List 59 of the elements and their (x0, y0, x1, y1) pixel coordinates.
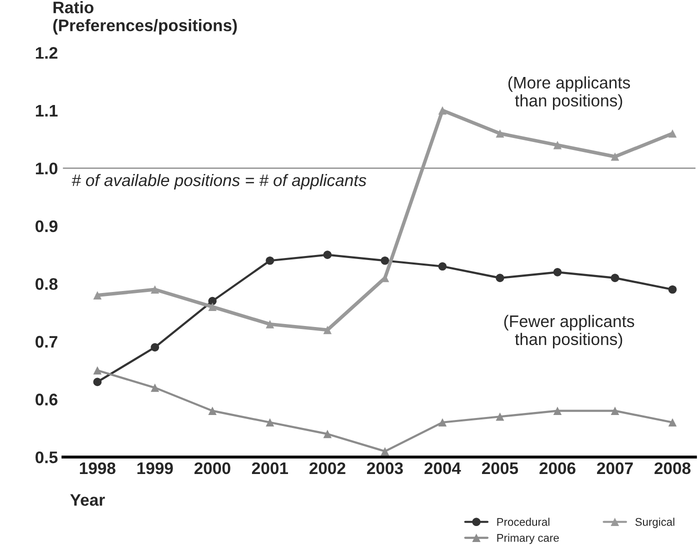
x-tick-label: 2006 (540, 462, 576, 474)
annotation: (More applicants than positions) (508, 76, 630, 110)
point (553, 406, 562, 415)
point (150, 285, 160, 294)
point (380, 447, 390, 456)
y-tick-label: 1.0 (36, 162, 58, 174)
point (150, 384, 160, 392)
x-tick-label: 2007 (597, 462, 633, 474)
legend-label: Primary care (497, 534, 559, 544)
point (266, 320, 274, 328)
annotation: (Fewer applicants than positions) (504, 314, 634, 348)
point (553, 140, 562, 150)
y-tick-label: 0.8 (36, 278, 58, 290)
point (323, 250, 332, 260)
point (93, 378, 102, 386)
point (610, 406, 620, 415)
point (208, 406, 217, 415)
point (266, 256, 274, 265)
x-tick-label: 2008 (654, 462, 691, 474)
point (668, 129, 677, 138)
legend-label: Procedural (497, 518, 550, 526)
point (323, 430, 332, 438)
x-tick-label: 2002 (309, 462, 346, 474)
point (438, 418, 447, 427)
x-axis-title: Year (70, 494, 105, 506)
y-tick-label: 1.1 (36, 104, 58, 116)
x-tick-label: 1999 (137, 462, 173, 474)
y-tick-label: 0.6 (36, 394, 58, 406)
y-tick-label: 0.9 (36, 220, 58, 232)
y-tick-label: 0.7 (36, 336, 58, 348)
x-tick-label: 1998 (80, 462, 116, 474)
point (266, 418, 274, 427)
point (438, 262, 447, 271)
point (610, 152, 620, 161)
point (553, 268, 562, 276)
x-tick-label: 2004 (424, 462, 461, 474)
point (438, 106, 447, 115)
point (208, 302, 217, 312)
y-axis-title: Ratio (Preferences/positions) (53, 1, 237, 35)
point (668, 285, 677, 294)
point (150, 343, 160, 352)
point (380, 256, 390, 265)
y-tick-label: 1.2 (36, 47, 58, 59)
point (668, 418, 677, 427)
point (496, 412, 504, 421)
point (208, 296, 217, 306)
legend-label: Surgical (635, 518, 674, 528)
ref-line-label: # of available positions = # of applicants (72, 174, 366, 190)
point (93, 366, 102, 375)
x-tick-label: 2000 (194, 462, 230, 474)
point (496, 274, 504, 282)
x-tick-label: 2001 (252, 462, 288, 474)
x-tick-label: 2003 (367, 462, 403, 474)
point (610, 274, 620, 282)
x-tick-label: 2005 (482, 462, 518, 474)
point (323, 326, 332, 334)
point (496, 129, 504, 138)
y-tick-label: 0.5 (36, 451, 58, 464)
point (93, 291, 102, 300)
